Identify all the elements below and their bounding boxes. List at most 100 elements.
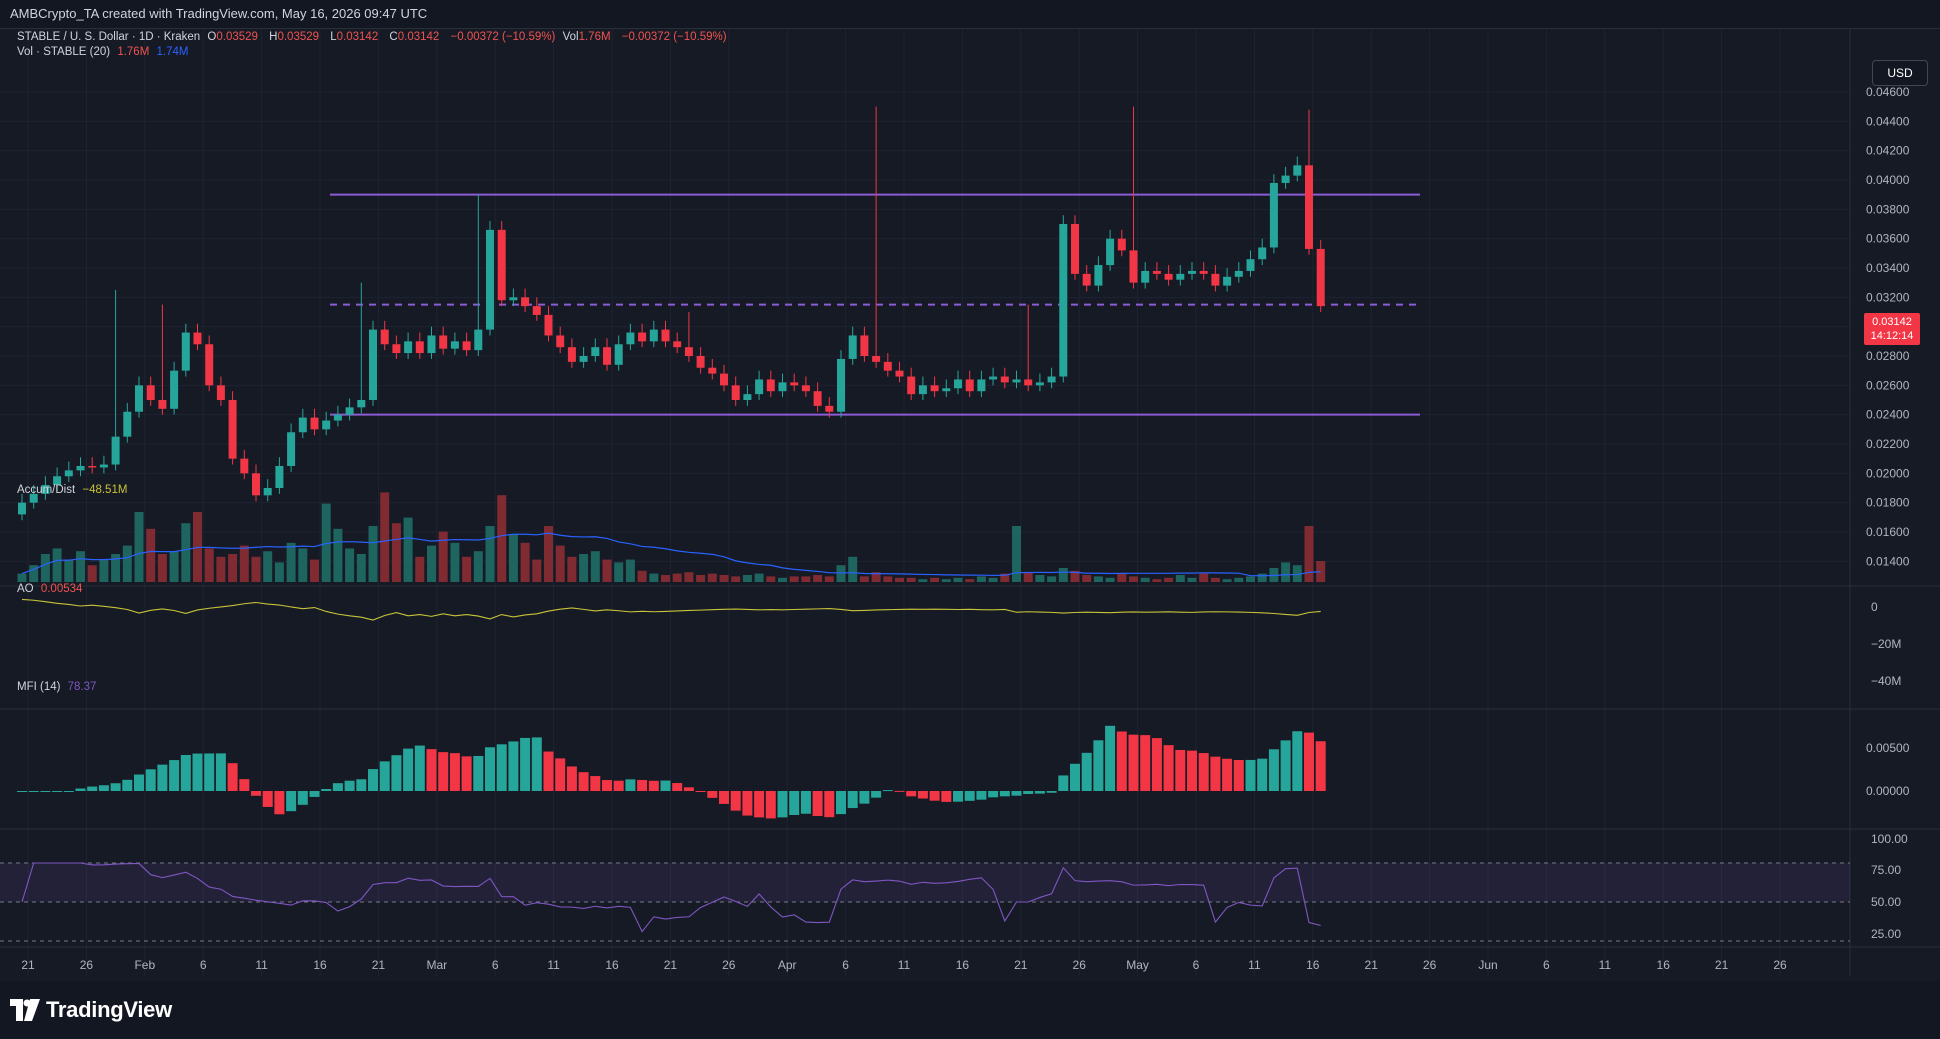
volume-bar	[696, 575, 706, 582]
vol-ma-label[interactable]: Vol · STABLE (20)	[17, 46, 111, 58]
volume-bar	[941, 579, 951, 582]
ao-bar	[1198, 753, 1209, 791]
currency-button[interactable]: USD	[1872, 60, 1928, 86]
ao-bar	[859, 791, 870, 804]
candle-body	[942, 388, 951, 392]
volume-bar	[462, 556, 472, 582]
volume-bar	[859, 576, 869, 582]
ohlc-h-label: H	[269, 31, 278, 43]
volume-bar	[707, 573, 717, 582]
candle-body	[1024, 379, 1033, 386]
candle-body	[790, 382, 799, 386]
header-attribution: AMBCrypto_TA created with TradingView.co…	[0, 0, 1940, 28]
chart-area[interactable]: 0.04600 0.04400 0.04200 0.04000 0.03800 0.036…	[0, 28, 1940, 982]
volume-bar	[1082, 575, 1092, 582]
time-tick-label: 21	[664, 958, 678, 972]
price-tick-label: 0.03600	[1866, 232, 1910, 246]
candle-body	[76, 466, 85, 471]
candle-body	[486, 229, 494, 330]
volume-bar	[988, 577, 998, 582]
volume-bar	[1093, 576, 1103, 582]
time-tick-label: May	[1126, 958, 1149, 972]
footer: TradingView	[0, 981, 1940, 1039]
ao-bar	[1081, 752, 1092, 791]
symbol-name[interactable]: STABLE / U. S. Dollar · 1D · Kraken	[17, 31, 201, 43]
volume-bar	[590, 551, 600, 582]
candle-body	[977, 379, 986, 392]
candle-body	[252, 473, 260, 496]
ao-bar	[976, 791, 987, 800]
volume-bar	[871, 572, 881, 582]
ao-bar	[63, 791, 74, 792]
candle-body	[567, 347, 576, 362]
candle-body	[755, 379, 764, 395]
ao-bar	[508, 741, 519, 791]
time-tick-label: 16	[1657, 958, 1671, 972]
volume-bar	[719, 575, 729, 582]
candle-body	[205, 344, 214, 386]
accum-tick-label: 0	[1871, 600, 1878, 614]
candle-body	[638, 332, 647, 342]
volume-bar	[1012, 526, 1021, 582]
ao-bar	[52, 791, 63, 792]
ao-bar	[438, 752, 449, 791]
ao-bar	[1222, 758, 1233, 791]
accum-label[interactable]: Accum/Dist	[17, 484, 76, 496]
volume-bar	[181, 523, 191, 582]
price-tick-label: 0.02600	[1866, 378, 1910, 392]
candle-body	[1188, 270, 1196, 274]
candle-body	[170, 370, 179, 409]
candle-body	[392, 344, 401, 354]
candle-body	[450, 341, 459, 349]
accum-value: −48.51M	[82, 484, 128, 496]
volume-bar	[403, 517, 413, 582]
volume-bar	[1222, 579, 1232, 582]
tradingview-logo[interactable]: TradingView	[10, 995, 172, 1025]
price-tick-label: 0.02400	[1866, 408, 1910, 422]
volume-bar	[310, 559, 319, 582]
volume-bar	[52, 548, 62, 582]
volume-bar	[1199, 573, 1209, 582]
ao-tick-label: 0.00500	[1866, 741, 1910, 755]
price-tick-label: 0.02800	[1866, 349, 1910, 363]
ao-bar	[17, 791, 27, 792]
candle-body	[497, 229, 506, 301]
price-tick-label: 0.03800	[1866, 202, 1910, 216]
volume-bar	[742, 575, 752, 582]
volume-bar	[1035, 575, 1045, 582]
last-price: 0.03142	[1872, 316, 1912, 328]
candle-body	[684, 347, 693, 356]
candle-body	[544, 314, 553, 336]
ao-bar	[426, 749, 437, 791]
candle-body	[1152, 270, 1161, 274]
time-tick-label: 21	[1014, 958, 1028, 972]
accum-legend: Accum/Dist −48.51M	[17, 484, 131, 496]
time-axis-labels: 21 26 Feb 6 11 16 21 Mar 6 11 16 21 26 Apr 6 11 16 21 26 Ma…	[21, 958, 1787, 972]
ao-label[interactable]: AO	[17, 583, 34, 595]
candle-body	[462, 341, 471, 351]
volume-bar	[1234, 577, 1244, 582]
ao-bar	[1268, 749, 1279, 791]
candle-body	[1293, 165, 1302, 176]
volume-bar	[976, 576, 986, 582]
ao-bar	[683, 787, 694, 791]
time-tick-label: 26	[80, 958, 94, 972]
volume-bar	[602, 559, 612, 582]
ao-bar	[391, 755, 402, 791]
candle-body	[1071, 224, 1079, 274]
ao-bar	[286, 791, 297, 812]
price-tick-label: 0.04200	[1866, 144, 1910, 158]
candle-body	[1094, 265, 1103, 286]
volume-bar	[614, 562, 624, 582]
mfi-label[interactable]: MFI (14)	[17, 681, 61, 693]
grid-lines	[0, 29, 1940, 976]
volume-bar	[930, 577, 940, 582]
chart-canvas[interactable]: 0.04600 0.04400 0.04200 0.04000 0.03800 0.036…	[0, 29, 1940, 981]
candle-body	[696, 356, 705, 368]
ao-value: 0.00534	[40, 583, 83, 595]
volume-bar	[1210, 577, 1220, 582]
volume-bar	[204, 548, 214, 582]
candle-body	[1281, 175, 1290, 183]
ohlc-h-value: 0.03529	[277, 31, 320, 43]
candle-body	[287, 432, 296, 466]
